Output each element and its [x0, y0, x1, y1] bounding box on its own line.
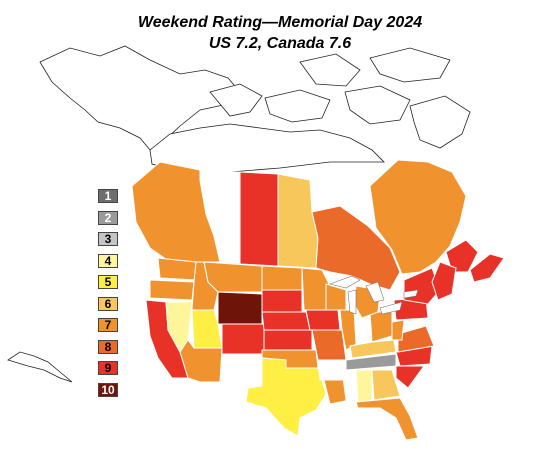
region-georgia — [371, 369, 401, 401]
great-lakes — [328, 275, 419, 315]
legend-swatch-2: 2 — [98, 210, 118, 225]
region-colorado — [221, 323, 265, 355]
region-kentucky — [349, 339, 397, 359]
region-south-carolina — [395, 365, 425, 389]
region-utah — [191, 309, 223, 349]
region-virginia — [397, 325, 435, 353]
arctic-land — [7, 45, 471, 383]
legend-swatch-6: 6 — [98, 296, 118, 311]
region-oregon — [149, 279, 195, 301]
region-new-england — [431, 261, 457, 301]
region-new-mexico — [219, 353, 263, 385]
region-iowa — [305, 309, 341, 331]
region-arkansas — [317, 359, 343, 381]
region-saskatchewan — [239, 171, 279, 267]
region-ohio — [369, 311, 393, 343]
legend-swatch-5: 5 — [98, 275, 118, 289]
region-missouri — [311, 329, 347, 361]
region-manitoba — [277, 173, 319, 269]
legend-swatch-3: 3 — [98, 232, 118, 246]
region-kansas — [263, 329, 313, 351]
legend-swatch-4: 4 — [98, 253, 118, 268]
region-quebec — [369, 159, 467, 275]
region-wisconsin — [325, 283, 347, 311]
region-texas — [245, 357, 327, 437]
region-alabama — [355, 369, 373, 403]
region-south-dakota — [261, 289, 303, 313]
legend-swatch-7: 7 — [98, 318, 118, 332]
region-nova-scotia — [469, 253, 505, 283]
legend-swatch-9: 9 — [98, 361, 118, 375]
region-arizona — [179, 339, 223, 383]
legend-swatch-8: 8 — [98, 339, 118, 354]
region-north-dakota — [261, 265, 303, 291]
region-washington — [157, 257, 197, 281]
region-wyoming — [217, 291, 263, 325]
region-west-virginia — [391, 319, 405, 341]
region-indiana — [355, 317, 373, 347]
region-ontario — [311, 205, 401, 291]
map-regions — [131, 159, 505, 441]
region-nebraska — [261, 311, 311, 331]
legend-swatch-1: 1 — [98, 189, 118, 203]
legend-swatch-10: 10 — [98, 382, 118, 397]
map-title: Weekend Rating—Memorial Day 2024 — [137, 14, 423, 31]
region-florida — [355, 397, 419, 441]
map-subtitle: US 7.2, Canada 7.6 — [208, 35, 352, 52]
region-montana — [203, 261, 263, 293]
